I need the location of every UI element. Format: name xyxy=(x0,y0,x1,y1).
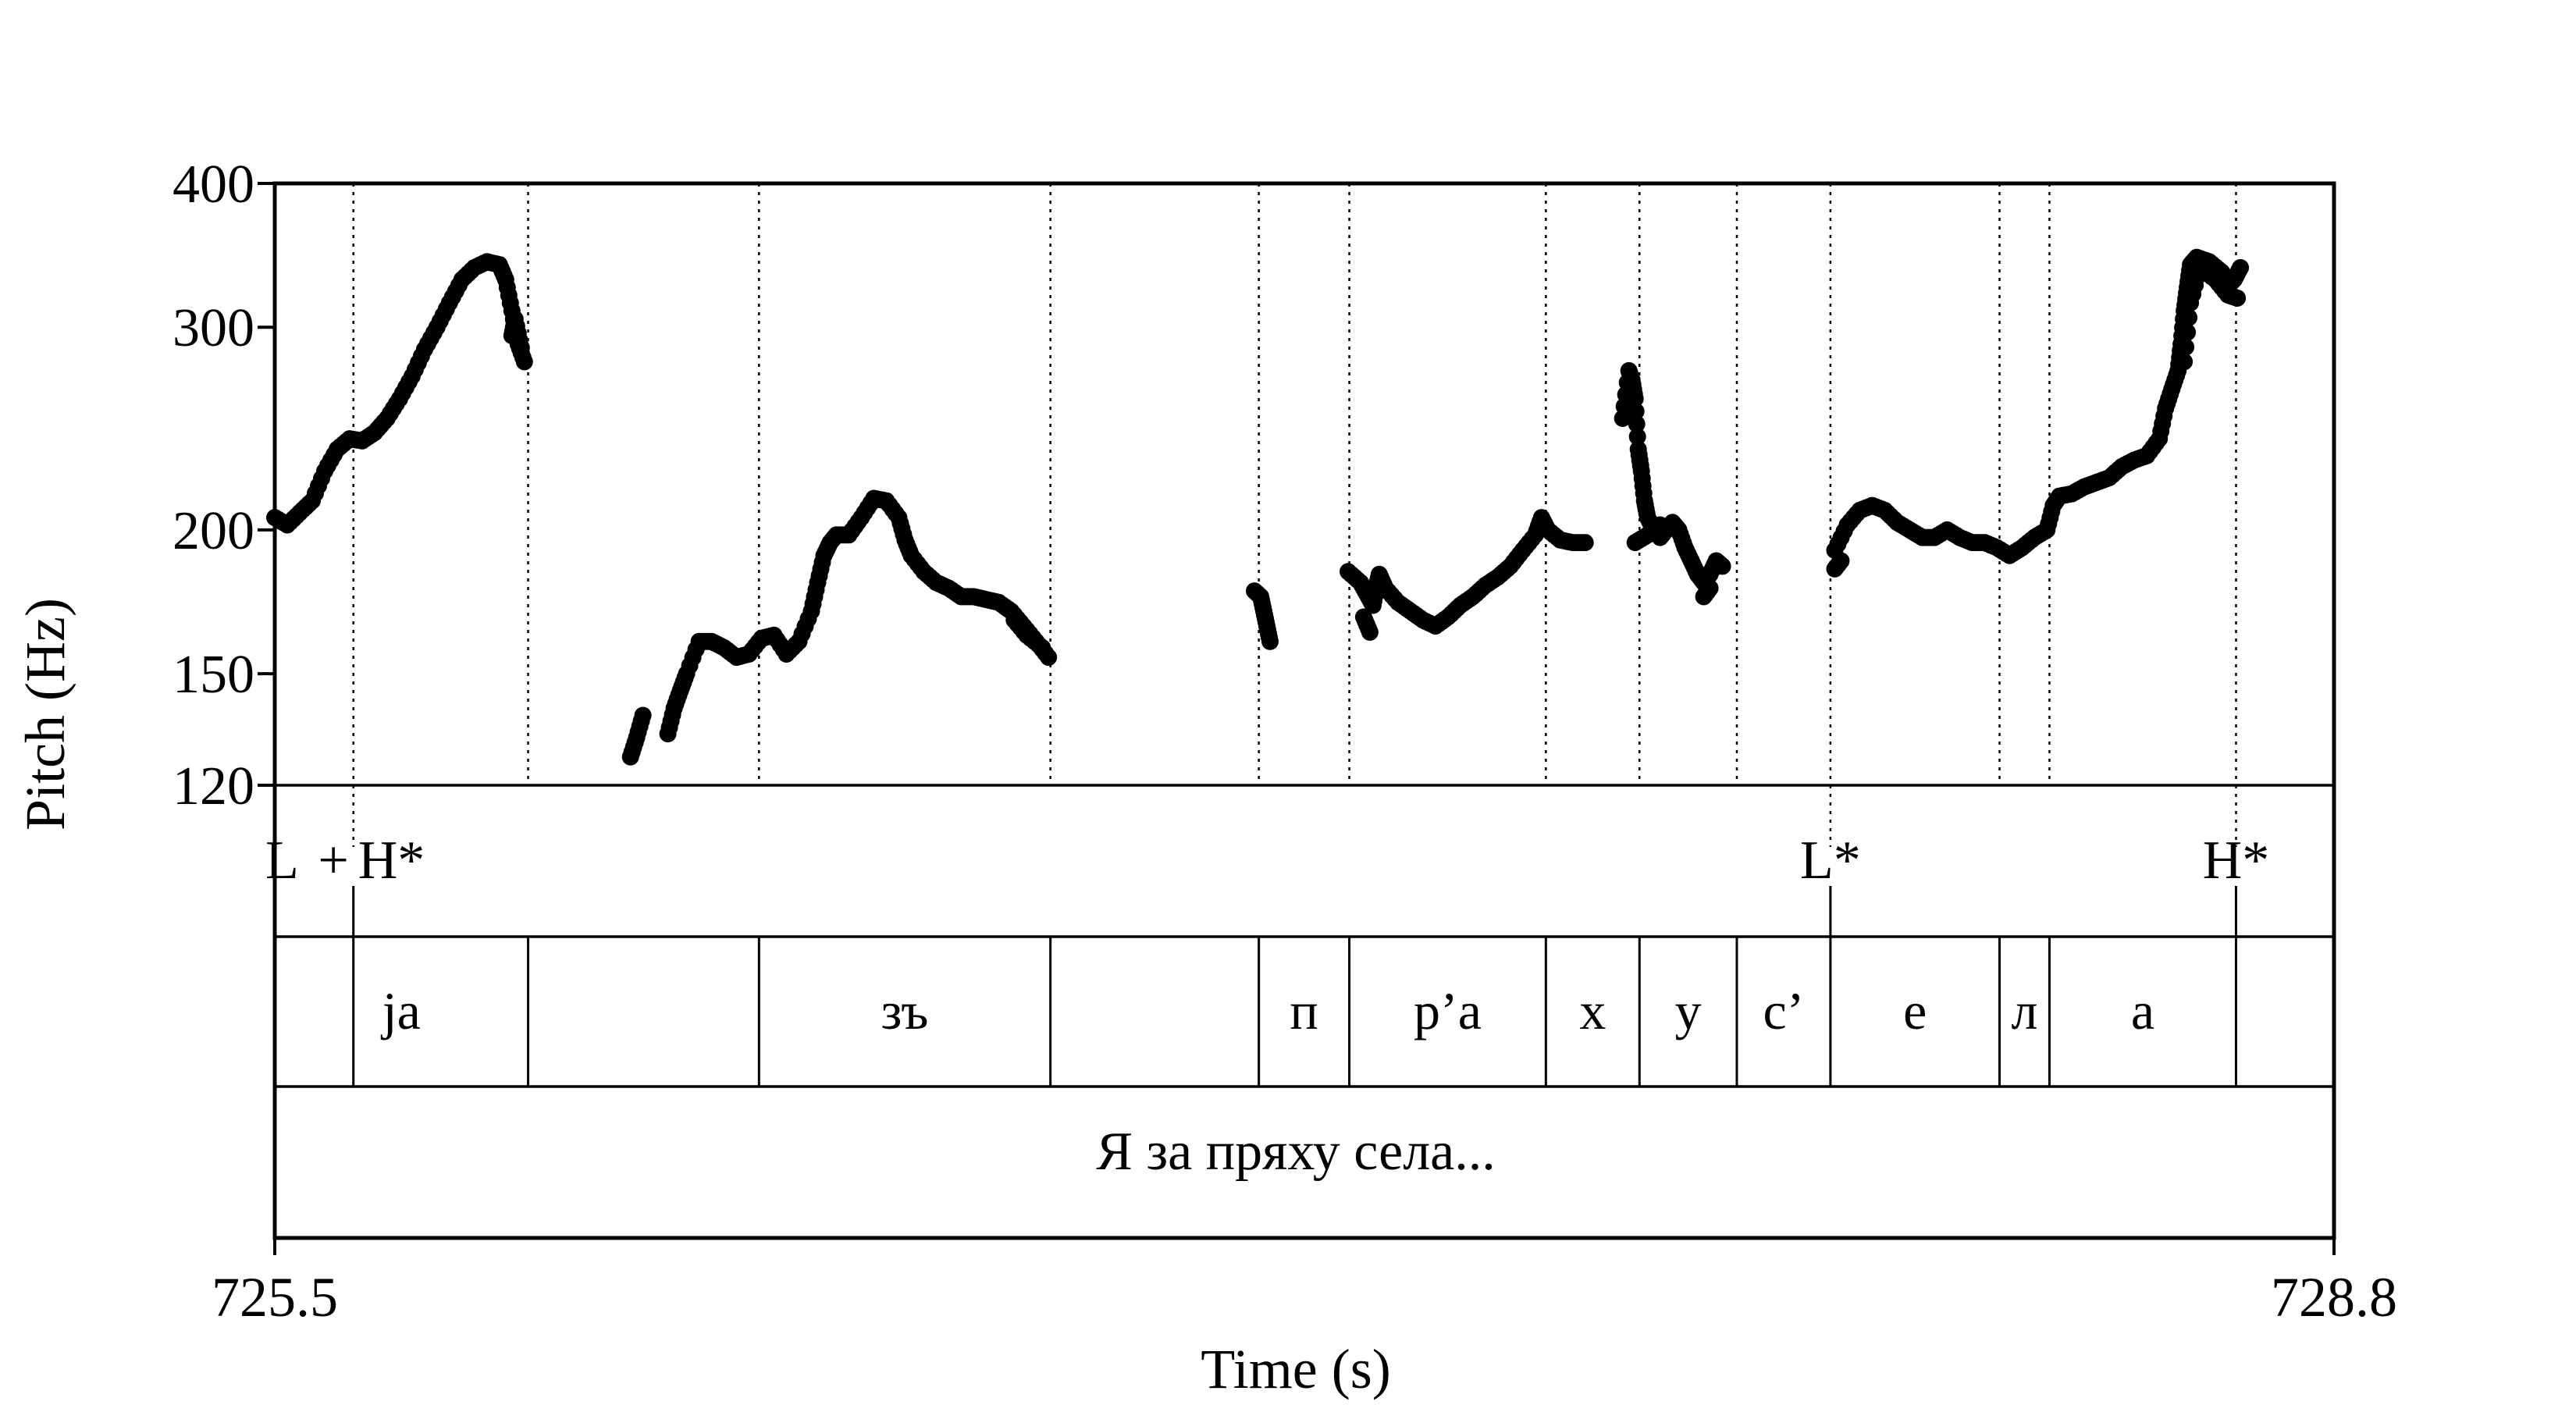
pitch-point-interp xyxy=(1573,534,1591,552)
x-tick-label-0: 725.5 xyxy=(212,1266,338,1329)
tone-label-2: H* xyxy=(358,831,425,891)
pitch-point-interp xyxy=(1030,635,1048,653)
sentence-label: Я за пряху села... xyxy=(1096,1122,1495,1182)
tone-label-1: + xyxy=(318,831,348,891)
tone-tier: L + H* L* H* xyxy=(265,831,2269,891)
pitch-point-interp xyxy=(1712,556,1730,574)
y-axis-label: Pitch (Hz) xyxy=(14,598,76,831)
pitch-point-interp xyxy=(799,610,817,628)
segment-label-6: х xyxy=(1579,981,1606,1040)
y-tick-label-4: 120 xyxy=(173,756,254,816)
pitch-point-interp xyxy=(1627,403,1645,420)
segment-label-5: р’а xyxy=(1414,981,1482,1040)
pitch-point-interp xyxy=(1628,415,1646,433)
tone-label-4: H* xyxy=(2203,831,2270,891)
y-axis: 400 300 200 150 120 xyxy=(173,155,275,816)
segment-label-4: п xyxy=(1290,981,1318,1040)
tone-label-3: L* xyxy=(1800,831,1861,891)
pitch-point-interp xyxy=(1699,582,1717,599)
x-axis-label: Time (s) xyxy=(1201,1338,1390,1400)
pitch-point-interp xyxy=(1648,518,1666,536)
pitch-point-interp xyxy=(514,348,532,366)
segment-label-7: у xyxy=(1675,981,1702,1040)
y-tick-label-1: 300 xyxy=(173,298,254,358)
pitch-point-interp xyxy=(2177,338,2195,356)
pitch-point-interp xyxy=(511,332,528,350)
pitch-point-interp xyxy=(501,294,519,312)
tone-label-0: L xyxy=(265,831,299,891)
tier-boundaries xyxy=(352,183,2237,1087)
pitch-point-interp xyxy=(1631,457,1649,475)
segment-tier: ja зъ п р’а х у с’ е л а xyxy=(381,981,2154,1040)
y-tick-label-3: 150 xyxy=(173,645,254,705)
x-axis: 725.5 728.8 xyxy=(212,1238,2397,1329)
segment-label-8: с’ xyxy=(1763,981,1805,1040)
pitch-points xyxy=(266,248,2250,766)
pitch-point-interp xyxy=(2180,308,2198,326)
pitch-point-interp xyxy=(632,712,650,730)
x-tick-label-1: 728.8 xyxy=(2271,1266,2397,1329)
plot-frame xyxy=(272,181,2336,1240)
segment-label-2: зъ xyxy=(881,981,929,1040)
pitch-point-interp xyxy=(1261,628,1278,646)
outer-frame xyxy=(272,181,2336,1240)
segment-label-11: а xyxy=(2131,981,2154,1040)
pitch-point-interp xyxy=(2179,323,2197,341)
segment-label-9: е xyxy=(1903,981,1927,1040)
y-tick-label-2: 200 xyxy=(173,501,254,561)
pitch-point-interp xyxy=(2226,288,2244,306)
pitch-point-interp xyxy=(1831,554,1848,572)
segment-label-10: л xyxy=(2012,981,2038,1040)
pitch-point-interp xyxy=(2230,261,2248,279)
pitch-point-interp xyxy=(1628,428,1646,446)
segment-label-0: ja xyxy=(381,981,421,1040)
pitch-point-interp xyxy=(1359,620,1377,637)
pitch-point-interp xyxy=(1625,385,1643,403)
pitch-point-interp xyxy=(807,581,825,599)
y-tick-label-0: 400 xyxy=(173,155,254,215)
pitch-point-interp xyxy=(313,470,330,487)
